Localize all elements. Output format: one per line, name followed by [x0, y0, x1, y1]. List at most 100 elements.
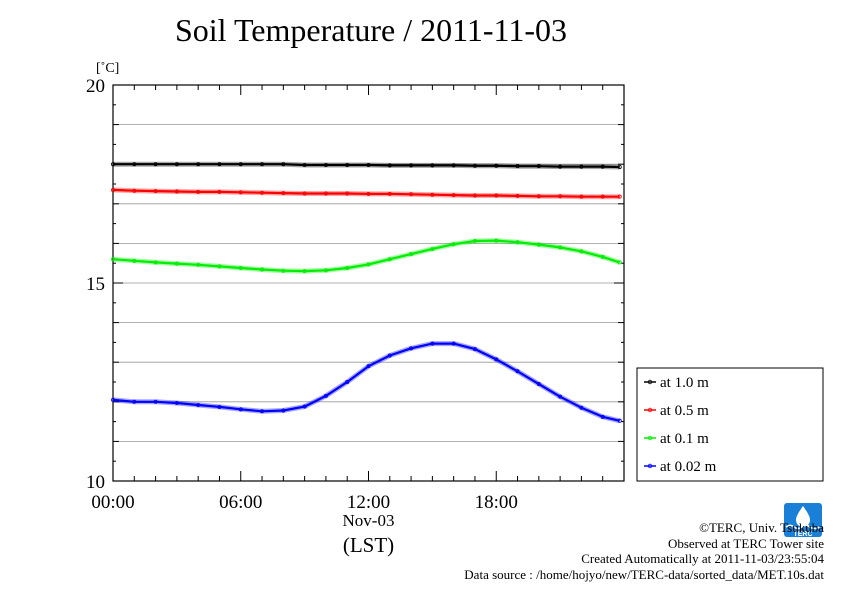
data-point [153, 399, 158, 404]
data-point [302, 191, 307, 196]
data-point [558, 194, 563, 199]
logo-drop [796, 506, 810, 527]
data-point [345, 162, 350, 167]
data-point [515, 193, 520, 198]
data-point [600, 254, 605, 259]
data-point [472, 193, 477, 198]
data-point [174, 189, 179, 194]
data-point [536, 194, 541, 199]
data-point [409, 252, 414, 257]
data-point [132, 399, 137, 404]
data-point [217, 162, 222, 167]
legend-marker-0 [647, 379, 653, 385]
data-point [515, 369, 520, 374]
data-point [238, 190, 243, 195]
data-point [260, 190, 265, 195]
data-point [132, 258, 137, 263]
data-point [153, 260, 158, 265]
data-point [366, 364, 371, 369]
data-point [600, 164, 605, 169]
chart-title: Soil Temperature / 2011-11-03 [174, 12, 568, 48]
footer: ©TERC, Univ. Tsukuba Observed at TERC To… [464, 520, 824, 582]
logo-wave [785, 524, 821, 530]
grid-lines [113, 124, 624, 442]
data-point [515, 164, 520, 169]
data-point [323, 393, 328, 398]
y-tick-label: 10 [86, 472, 105, 493]
footer-copyright: ©TERC, Univ. Tsukuba [699, 520, 824, 535]
data-point [111, 257, 116, 262]
axis-labels: 20 15 10 [˚C] 00:00 06:00 12:00 18:00 Nov-03 (LST… [86, 61, 518, 557]
footer-observed: Observed at TERC Tower site [667, 535, 824, 551]
x-unit-label: (LST) [343, 533, 394, 557]
data-point [196, 402, 201, 407]
data-point [409, 163, 414, 168]
data-point [617, 164, 622, 169]
x-tick-label: 12:00 [347, 492, 390, 513]
data-point [558, 245, 563, 250]
footer-created: Created Automatically at 2011-11-03/23:5… [581, 551, 824, 566]
x-tick-label: 18:00 [475, 492, 518, 513]
data-point [302, 404, 307, 409]
logo-text: TERC [793, 531, 812, 538]
data-point [536, 381, 541, 386]
data-point [430, 341, 435, 346]
data-point [494, 238, 499, 243]
data-point [558, 164, 563, 169]
data-point [600, 414, 605, 419]
footer-source: Data source : /home/hojyo/new/TERC-data/… [464, 566, 824, 582]
data-point [579, 405, 584, 410]
data-point [579, 164, 584, 169]
data-point [111, 162, 116, 167]
data-point [558, 394, 563, 399]
x-date-label: Nov-03 [343, 511, 395, 530]
data-point [174, 261, 179, 266]
data-point [600, 194, 605, 199]
data-point [536, 164, 541, 169]
data-point [196, 162, 201, 167]
data-point [617, 260, 622, 265]
data-point [281, 191, 286, 196]
x-tick-label: 00:00 [91, 492, 134, 513]
data-point [451, 193, 456, 198]
data-point [430, 192, 435, 197]
data-point [451, 242, 456, 247]
data-point [472, 163, 477, 168]
legend-label-3: at 0.02 m [660, 459, 717, 475]
data-point [494, 193, 499, 198]
data-point [451, 163, 456, 168]
series-line-1 [112, 188, 620, 198]
data-point [132, 162, 137, 167]
data-point [579, 194, 584, 199]
data-point [132, 188, 137, 193]
y-tick-label: 20 [86, 76, 105, 97]
data-point [174, 162, 179, 167]
legend-box [636, 367, 824, 482]
data-point [515, 240, 520, 245]
data-point [217, 264, 222, 269]
data-point [323, 191, 328, 196]
legend-marker-2 [647, 435, 653, 441]
data-point [387, 163, 392, 168]
data-point [260, 267, 265, 272]
data-point [536, 242, 541, 247]
axis-ticks [112, 84, 625, 482]
data-point [494, 163, 499, 168]
terc-logo: TERC [784, 503, 822, 538]
data-point [302, 269, 307, 274]
data-point [196, 189, 201, 194]
data-point [238, 407, 243, 412]
legend-label-2: at 0.1 m [660, 431, 709, 447]
legend-marker-3 [647, 463, 653, 469]
y-tick-label: 15 [86, 274, 105, 295]
series-line-3 [112, 342, 620, 422]
data-point [366, 162, 371, 167]
data-point [472, 347, 477, 352]
data-point [323, 162, 328, 167]
data-point [366, 262, 371, 267]
data-point [281, 408, 286, 413]
data-point [409, 192, 414, 197]
data-point [430, 163, 435, 168]
data-point [196, 262, 201, 267]
